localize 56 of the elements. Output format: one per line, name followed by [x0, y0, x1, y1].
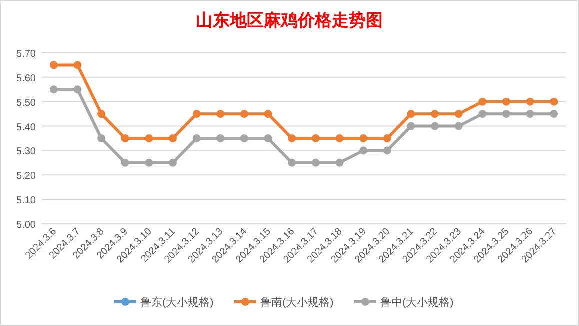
legend-label: 鲁中(大小规格): [380, 296, 454, 309]
point: [169, 158, 177, 167]
point: [50, 61, 58, 70]
point: [288, 158, 296, 167]
point: [145, 158, 154, 167]
point: [550, 110, 558, 118]
point: [50, 86, 58, 94]
point: [383, 134, 392, 142]
point: [550, 98, 558, 106]
point: [145, 134, 154, 142]
y-tick-label: 5.10: [16, 196, 36, 207]
point: [526, 110, 534, 118]
y-tick-label: 5.40: [16, 122, 36, 134]
point: [121, 134, 130, 142]
point: [264, 134, 272, 142]
legend-label: 鲁南(大小规格): [260, 296, 334, 309]
point: [431, 122, 439, 130]
point: [264, 110, 272, 118]
point: [478, 110, 487, 118]
point: [74, 61, 82, 70]
point: [454, 110, 463, 118]
y-tick-label: 5.70: [16, 49, 36, 60]
chart-title: 山东地区麻鸡价格走势图: [196, 11, 383, 31]
y-tick-label: 5.00: [16, 220, 36, 231]
point: [74, 86, 82, 94]
point: [407, 122, 416, 130]
y-tick-label: 5.60: [16, 73, 36, 84]
point: [240, 134, 248, 142]
point: [336, 158, 344, 167]
point: [312, 158, 320, 167]
y-tick-label: 5.30: [16, 146, 36, 158]
point: [383, 146, 392, 155]
point: [240, 110, 248, 118]
y-tick-label: 5.50: [16, 98, 36, 109]
point: [407, 110, 416, 118]
point: [502, 110, 510, 118]
point: [121, 158, 130, 167]
point: [169, 134, 177, 142]
legend-label: 鲁东(大小规格): [140, 296, 214, 309]
point: [478, 98, 487, 106]
point: [288, 134, 296, 142]
point: [312, 134, 320, 142]
point: [502, 98, 510, 106]
point: [454, 122, 463, 130]
point: [192, 134, 201, 142]
point: [336, 134, 344, 142]
point: [98, 110, 106, 118]
point: [98, 134, 106, 142]
y-tick-label: 5.20: [16, 171, 36, 182]
point: [431, 110, 439, 118]
point: [360, 134, 368, 142]
point: [216, 134, 225, 142]
point: [526, 98, 534, 106]
point: [216, 110, 225, 118]
point: [360, 146, 368, 155]
point: [192, 110, 201, 118]
